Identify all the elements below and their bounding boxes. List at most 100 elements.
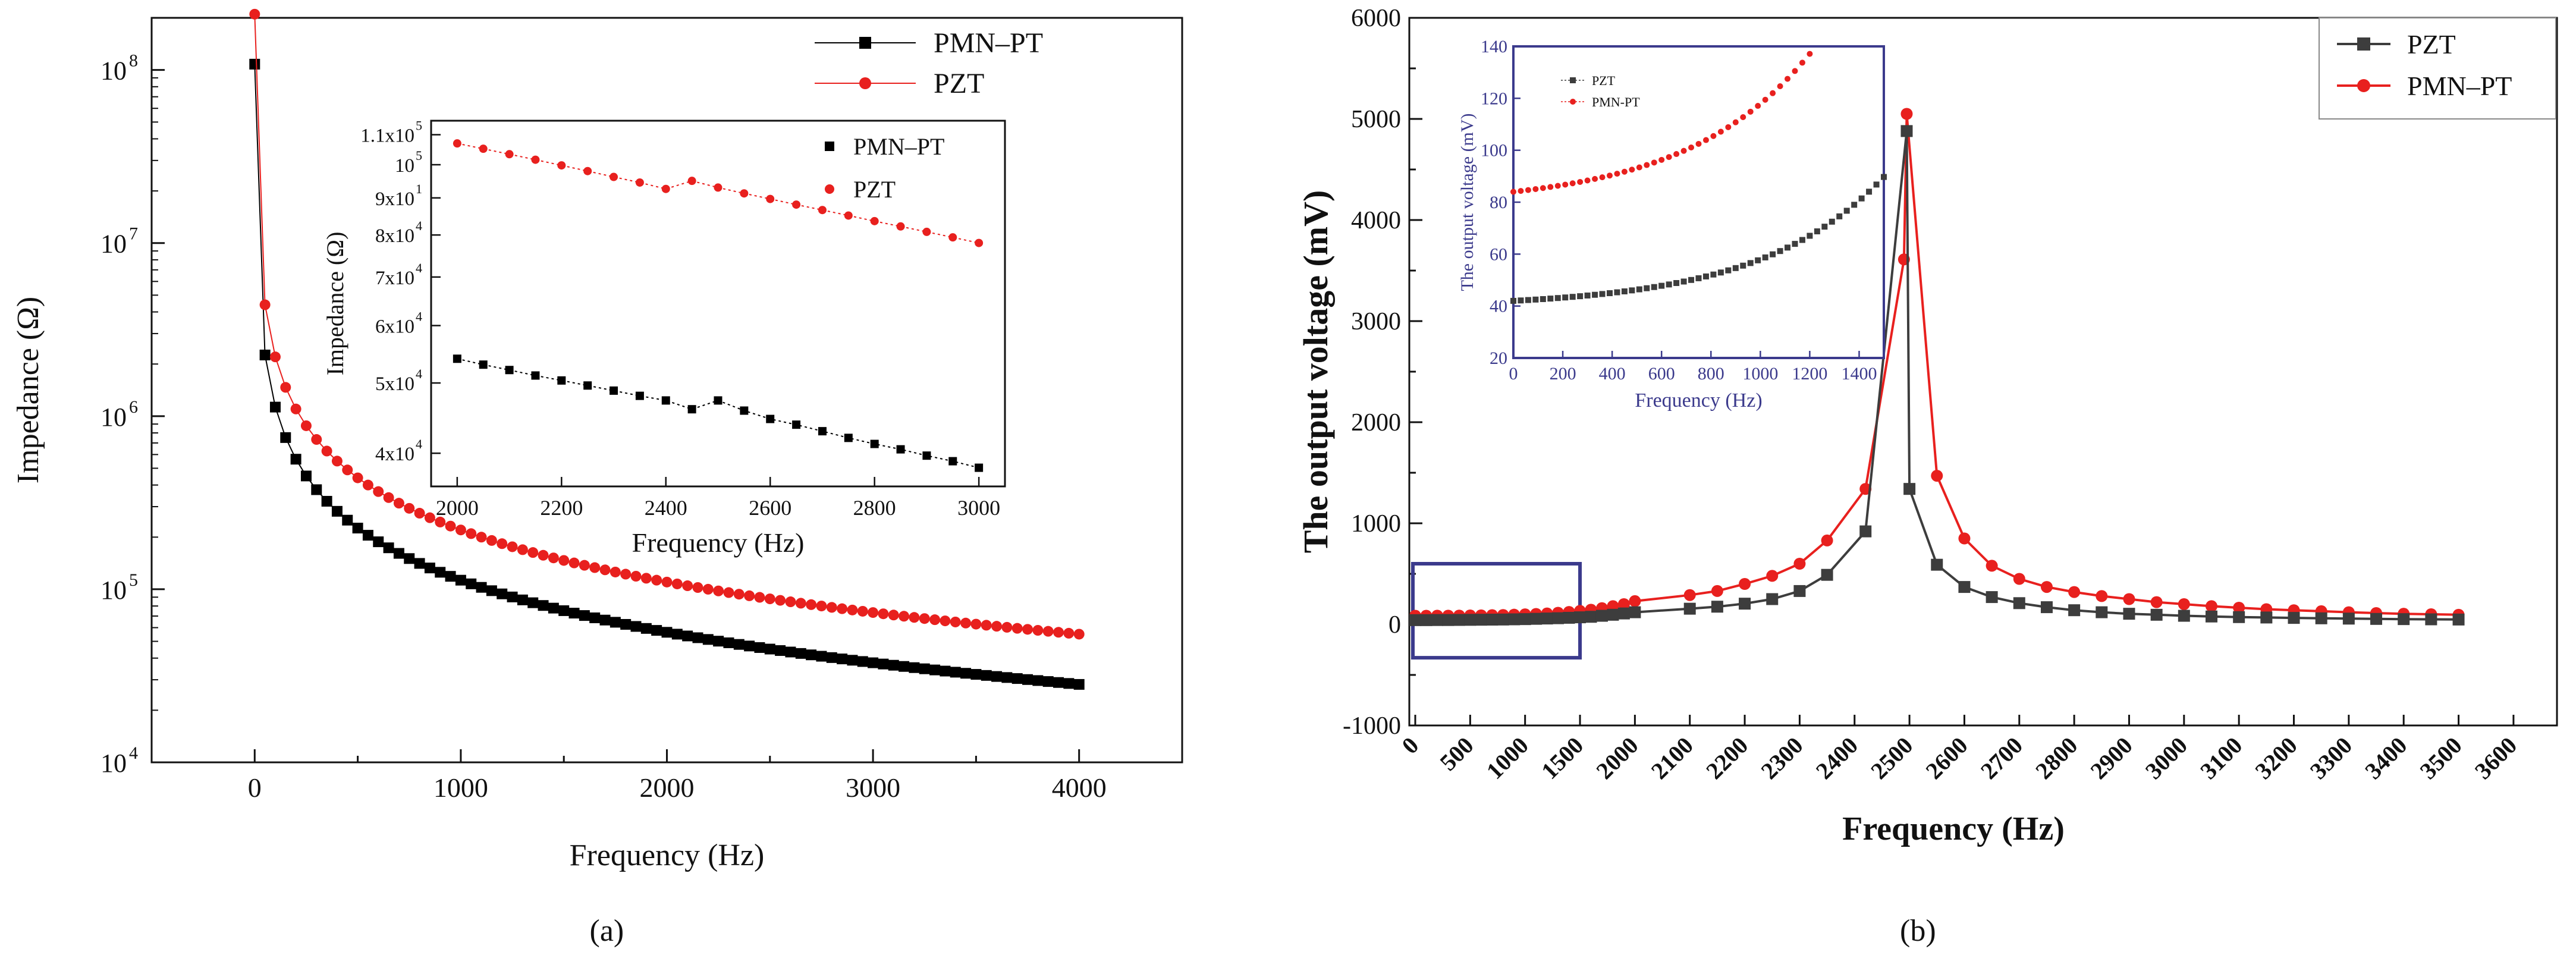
data-point: [682, 580, 693, 592]
data-point: [1739, 578, 1751, 590]
inset-data-point: [1799, 237, 1805, 243]
inset-legend-marker: [825, 184, 834, 194]
inset-data-point: [505, 366, 514, 375]
data-point: [899, 611, 910, 622]
inset-data-point: [1695, 140, 1702, 147]
x-tick-label: 2300: [1755, 732, 1808, 784]
data-point: [2233, 601, 2245, 614]
series-pmn-pt: [249, 58, 1085, 690]
data-point: [713, 636, 724, 647]
data-point: [795, 598, 806, 609]
data-point: [1563, 611, 1575, 624]
inset-x-tick-label: 2400: [645, 496, 687, 520]
inset-x-tick-label: 400: [1599, 364, 1626, 384]
inset-series-pmn-pt: [453, 354, 984, 472]
inset-data-point: [1532, 186, 1539, 192]
data-point: [888, 610, 899, 621]
inset-data-point: [1717, 269, 1724, 276]
inset-y-tick-exponent: 4: [416, 366, 422, 381]
data-point: [2040, 581, 2053, 593]
data-point: [455, 574, 466, 586]
data-point: [816, 651, 827, 662]
x-tick-label: 3200: [2250, 732, 2302, 784]
data-point: [702, 634, 714, 645]
data-point: [1617, 598, 1630, 610]
data-point: [1595, 610, 1608, 622]
data-point: [2150, 596, 2163, 608]
data-point: [620, 618, 632, 630]
inset-data-point: [792, 420, 801, 429]
inset-legend-marker: [1570, 99, 1576, 105]
data-point: [424, 563, 435, 574]
legend-label: PZT: [2407, 29, 2456, 59]
data-point: [300, 420, 312, 431]
data-point: [1607, 608, 1619, 621]
inset-x-tick-label: 200: [1550, 364, 1576, 384]
inset-data-point: [1732, 119, 1739, 125]
inset-data-point: [1702, 273, 1709, 279]
inset-data-point: [1777, 83, 1783, 89]
panel-b: 0 500 1000 1500 2000 2100 2200 2300 2400 2500 2600…: [1296, 5, 2558, 948]
data-point: [1486, 614, 1499, 626]
data-point: [775, 595, 786, 606]
data-point: [568, 608, 580, 619]
data-point: [764, 593, 775, 605]
data-point: [744, 590, 755, 601]
data-point: [970, 618, 982, 630]
inset-legend-marker: [1570, 77, 1576, 83]
inset-data-point: [948, 457, 957, 466]
data-point: [2013, 597, 2025, 610]
data-point: [1053, 627, 1064, 638]
inset-data-point: [1554, 183, 1561, 189]
inset-data-point: [1710, 133, 1717, 139]
data-point: [568, 557, 580, 568]
data-point: [2096, 606, 2108, 618]
y-tick-label: 5000: [1351, 106, 1401, 133]
inset-data-point: [1821, 224, 1828, 230]
data-point: [269, 351, 281, 363]
inset-data-point: [635, 391, 644, 400]
inset-data-point: [1644, 285, 1650, 291]
data-point: [754, 592, 765, 603]
inset-data-point: [1547, 296, 1554, 302]
inset-y-tick-label: 80: [1490, 193, 1507, 212]
data-point: [1617, 607, 1630, 620]
y-tick-exponent: 5: [129, 570, 138, 590]
series-pzt: [249, 8, 1085, 640]
data-point: [414, 558, 425, 569]
inset-data-point: [583, 381, 592, 390]
data-point: [2398, 613, 2410, 626]
y-tick-label: 10: [100, 576, 127, 605]
data-point: [1508, 613, 1521, 626]
inset-data-point: [870, 439, 879, 448]
data-point: [2288, 612, 2300, 624]
data-point: [1958, 532, 1971, 545]
x-tick-label: 2000: [1591, 732, 1643, 784]
inset-y-tick-label: 9x10: [375, 189, 414, 210]
data-point: [630, 571, 642, 582]
inset-y-tick-label: 7x10: [375, 268, 414, 289]
inset-data-point: [818, 206, 827, 215]
data-point: [692, 632, 703, 643]
inset-data-point: [1614, 171, 1620, 177]
data-point: [1063, 678, 1075, 689]
inset-data-point: [531, 371, 540, 380]
y-tick-exponent: 7: [129, 224, 138, 244]
data-point: [2123, 593, 2135, 605]
inset-data-point: [583, 167, 592, 175]
inset-data-point: [1770, 251, 1776, 257]
data-point: [919, 613, 930, 624]
series-pzt: [1409, 125, 2465, 626]
inset-data-point: [1851, 202, 1858, 208]
inset-data-point: [922, 451, 931, 460]
data-point: [1453, 614, 1465, 626]
data-point: [558, 555, 570, 566]
data-point: [2150, 608, 2163, 621]
inset-y-tick-label: 140: [1481, 37, 1507, 56]
inset-data-point: [1762, 254, 1768, 260]
inset-y-tick-label: 5x10: [375, 373, 414, 395]
inset-data-point: [1792, 68, 1798, 74]
inset-y-tick-label: 8x10: [375, 225, 414, 247]
inset-x-tick-label: 2800: [853, 496, 896, 520]
